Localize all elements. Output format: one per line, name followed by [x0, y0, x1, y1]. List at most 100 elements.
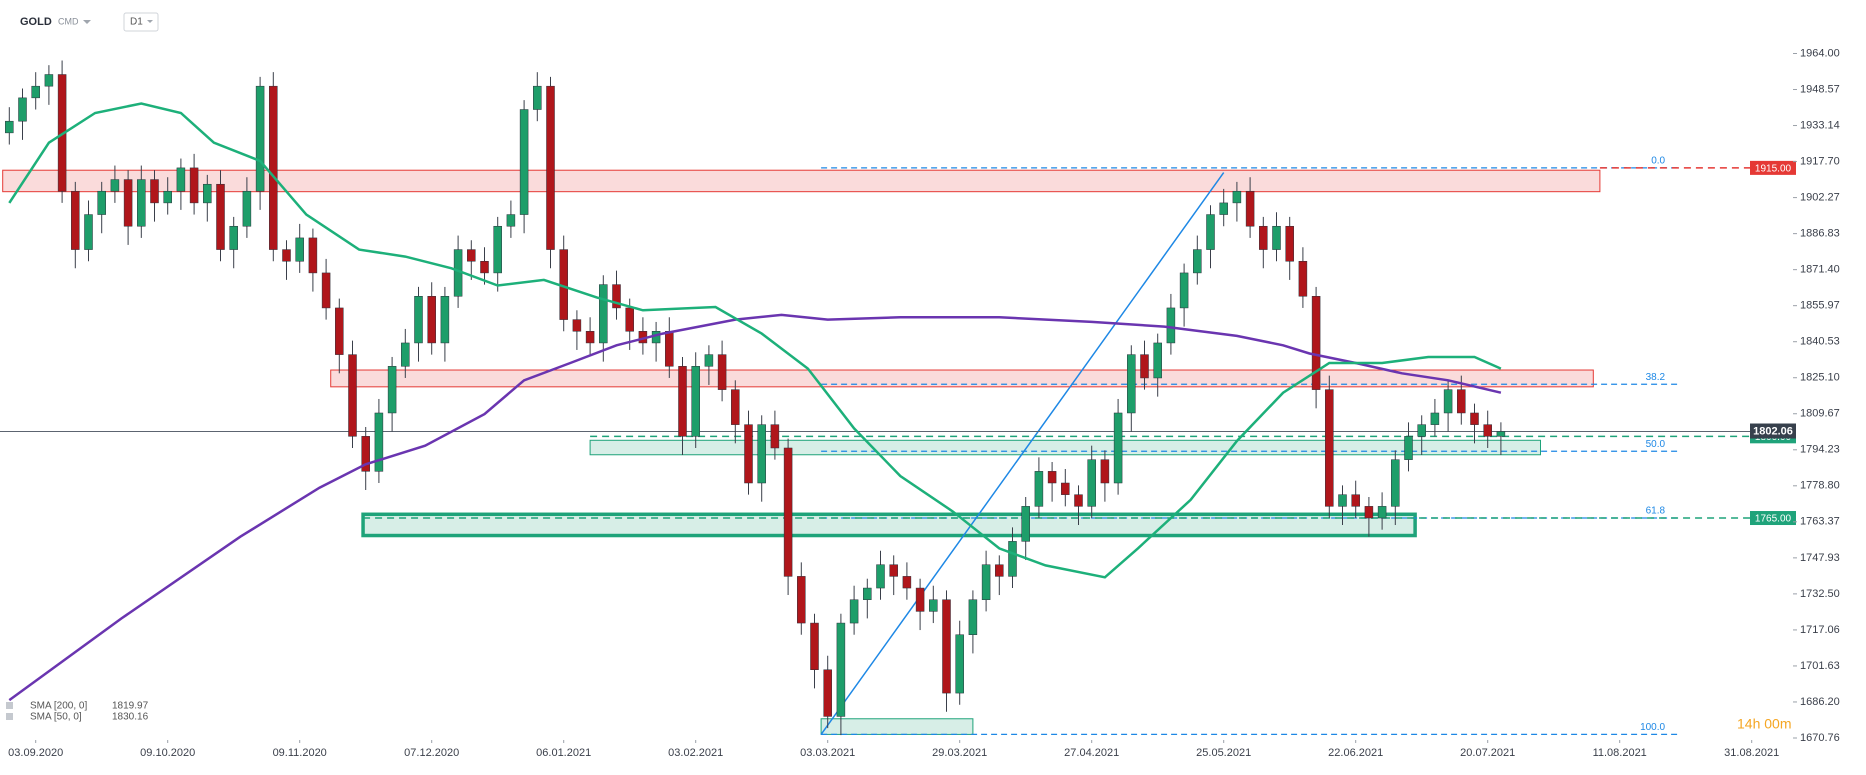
candle-body [1100, 459, 1110, 484]
candle-body [1245, 190, 1255, 227]
candle-body [1206, 214, 1215, 250]
candle-body [678, 366, 687, 437]
candle-body [467, 249, 476, 262]
fib-label: 50.0 [1646, 439, 1666, 450]
candle-body [1193, 249, 1202, 274]
trendline [820, 172, 1225, 735]
candle-body [1272, 225, 1281, 250]
candle-body [849, 599, 859, 624]
timeframe-select[interactable] [123, 12, 159, 32]
candle-body [889, 564, 898, 577]
candle-body [31, 85, 40, 99]
zone [2, 169, 1601, 193]
x-tick-label: 03.09.2020 [8, 747, 63, 759]
candle-body [255, 85, 265, 192]
sma-line [8, 313, 1502, 702]
candle-body [1404, 436, 1413, 460]
y-tick-label: 1933.14 [1800, 119, 1840, 131]
candle-body [493, 225, 502, 274]
candle-body [361, 436, 370, 472]
candle-body [269, 85, 278, 250]
candle-body [744, 424, 753, 484]
y-tick-label: 1902.27 [1800, 192, 1840, 204]
candle-body [1443, 389, 1453, 414]
candle-body [1391, 459, 1400, 507]
candle-body [216, 183, 225, 250]
candle-body [942, 599, 951, 694]
x-tick-label: 06.01.2021 [536, 747, 591, 759]
candle-body [1047, 471, 1057, 484]
candle-body [1113, 412, 1123, 484]
candle-body [1364, 506, 1374, 519]
candle-body [44, 74, 54, 87]
fib-label: 38.2 [1646, 372, 1666, 383]
candle-body [823, 669, 832, 717]
candle-body [902, 576, 912, 589]
x-tick-label: 22.06.2021 [1328, 747, 1383, 759]
x-tick-label: 09.10.2020 [140, 747, 195, 759]
candle-body [414, 296, 423, 344]
y-tick-label: 1855.97 [1800, 300, 1840, 312]
candle-body [1219, 202, 1228, 215]
x-tick-label: 31.08.2021 [1724, 747, 1779, 759]
timeframe-caret [147, 20, 153, 23]
candle-body [704, 354, 714, 367]
candle-body [810, 622, 819, 670]
legend-name: SMA [200, 0] [30, 701, 87, 712]
candle-body [1377, 506, 1387, 519]
y-tick-label: 1670.76 [1800, 732, 1840, 744]
candle-body [1483, 424, 1492, 437]
y-tick-label: 1825.10 [1800, 372, 1840, 384]
candle-body [876, 564, 885, 589]
candle-body [797, 576, 806, 624]
candle-body [110, 179, 120, 192]
zone [820, 718, 974, 735]
legend-icon [6, 702, 13, 709]
candle-body [1232, 190, 1242, 204]
last-price-label: 1802.06 [1753, 425, 1793, 437]
candle-body [1311, 296, 1321, 390]
fib-label: 61.8 [1646, 506, 1666, 517]
candle-body [308, 237, 318, 274]
candle-body [427, 296, 436, 344]
y-tick-label: 1871.40 [1800, 264, 1840, 276]
candle-body [387, 366, 397, 414]
candle-body [1496, 431, 1506, 437]
candle-body [519, 109, 529, 215]
x-tick-label: 11.08.2021 [1593, 747, 1647, 759]
candle-body [981, 564, 991, 600]
candle-body [1351, 494, 1360, 507]
candle-body [137, 179, 146, 227]
candle-body [282, 249, 291, 262]
y-tick-label: 1717.06 [1800, 624, 1840, 636]
candle-body [321, 272, 331, 309]
candle-body [189, 167, 199, 204]
candle-body [1153, 342, 1162, 379]
level-label: 1915.00 [1755, 164, 1792, 175]
candle-body [572, 319, 582, 332]
candle-body [335, 307, 344, 355]
y-tick-label: 1732.50 [1800, 588, 1840, 600]
sma-line [8, 102, 1502, 579]
zone [330, 369, 1594, 388]
market-dropdown[interactable] [83, 20, 91, 24]
candle-body [665, 331, 674, 367]
candle-body [1087, 459, 1096, 507]
candle-body [929, 599, 938, 612]
candle-body [229, 225, 238, 250]
candle-body [955, 634, 964, 694]
candle-body [770, 424, 780, 449]
timeframe: D1 [130, 17, 143, 28]
candle-body [1021, 506, 1030, 542]
candle-body [836, 622, 846, 717]
candle-body [163, 190, 172, 204]
x-tick-label: 20.07.2021 [1460, 747, 1515, 759]
candle-body [176, 167, 186, 192]
candle-body [1179, 272, 1189, 309]
candle-body [783, 447, 793, 577]
candle-body [1061, 482, 1070, 495]
candle-body [242, 190, 252, 227]
last-price-tag [1750, 423, 1796, 439]
